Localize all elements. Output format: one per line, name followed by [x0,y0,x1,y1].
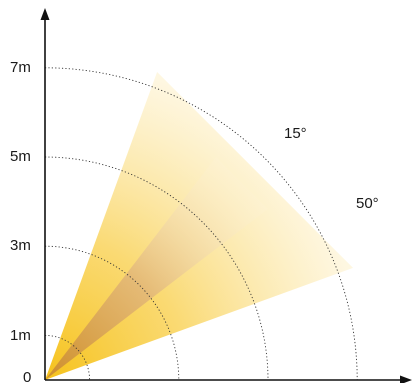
angle-label-wide: 50° [356,195,379,212]
y-axis-arrow [40,8,50,20]
distance-label-5m: 5m [10,148,31,165]
distance-ring-5m [44,156,269,381]
distance-ring-1m [44,334,91,381]
distance-label-1m: 1m [10,327,31,344]
angle-label-narrow: 15° [284,125,307,142]
origin-label: 0 [23,369,31,383]
distance-ring-3m [44,245,180,381]
narrow-beam-cone [45,157,268,380]
distance-ring-7m [44,67,358,381]
distance-label-3m: 3m [10,237,31,254]
distance-rings [44,67,358,381]
x-axis-arrow [400,375,412,383]
distance-label-7m: 7m [10,59,31,76]
